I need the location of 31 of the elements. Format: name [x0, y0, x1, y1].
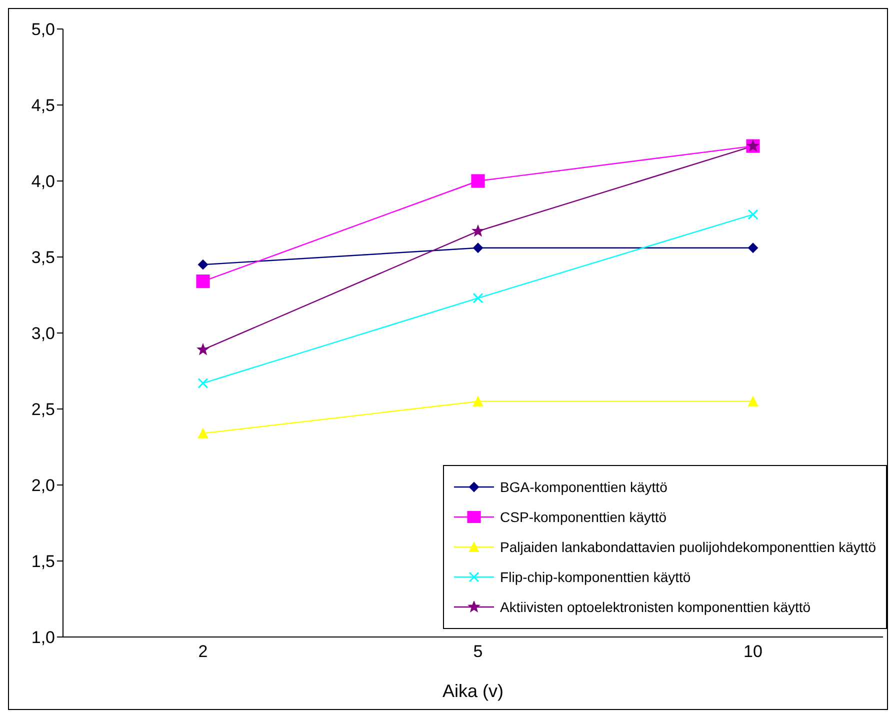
legend-label: Flip-chip-komponenttien käyttö	[500, 569, 691, 585]
y-tick-label: 3,0	[31, 324, 55, 344]
y-tick-label: 4,0	[31, 172, 55, 192]
y-tick-label: 1,0	[31, 628, 55, 648]
point	[473, 242, 483, 253]
point	[748, 242, 758, 253]
point	[748, 396, 758, 406]
y-tick-label: 4,5	[31, 96, 55, 116]
point	[748, 209, 758, 220]
y-tick-label: 5,0	[31, 20, 55, 40]
x-tick-label: 5	[473, 642, 483, 662]
point	[472, 225, 484, 236]
point	[196, 274, 210, 288]
x-tick-label: 2	[198, 642, 208, 662]
y-tick-label: 2,5	[31, 400, 55, 420]
point	[472, 292, 484, 304]
point	[197, 344, 209, 355]
point	[198, 378, 208, 388]
y-tick-label: 1,5	[31, 552, 55, 572]
x-axis-title: Aika (v)	[442, 681, 504, 701]
legend-label: Aktiivisten optoelektronisten komponenttien käyttö	[500, 599, 811, 615]
x-tick-label: 10	[744, 642, 762, 662]
legend-label: CSP-komponenttien käyttö	[500, 509, 667, 525]
legend-label: Paljaiden lankabondattavien puolijohdekomponenttien käyttö	[500, 539, 876, 555]
y-tick-label: 3,5	[31, 248, 55, 268]
point	[198, 260, 208, 270]
legend-label: BGA-komponenttien käyttö	[500, 479, 668, 495]
point	[198, 428, 208, 438]
y-tick-label: 2,0	[31, 476, 55, 496]
point	[473, 396, 483, 406]
point	[471, 174, 485, 188]
